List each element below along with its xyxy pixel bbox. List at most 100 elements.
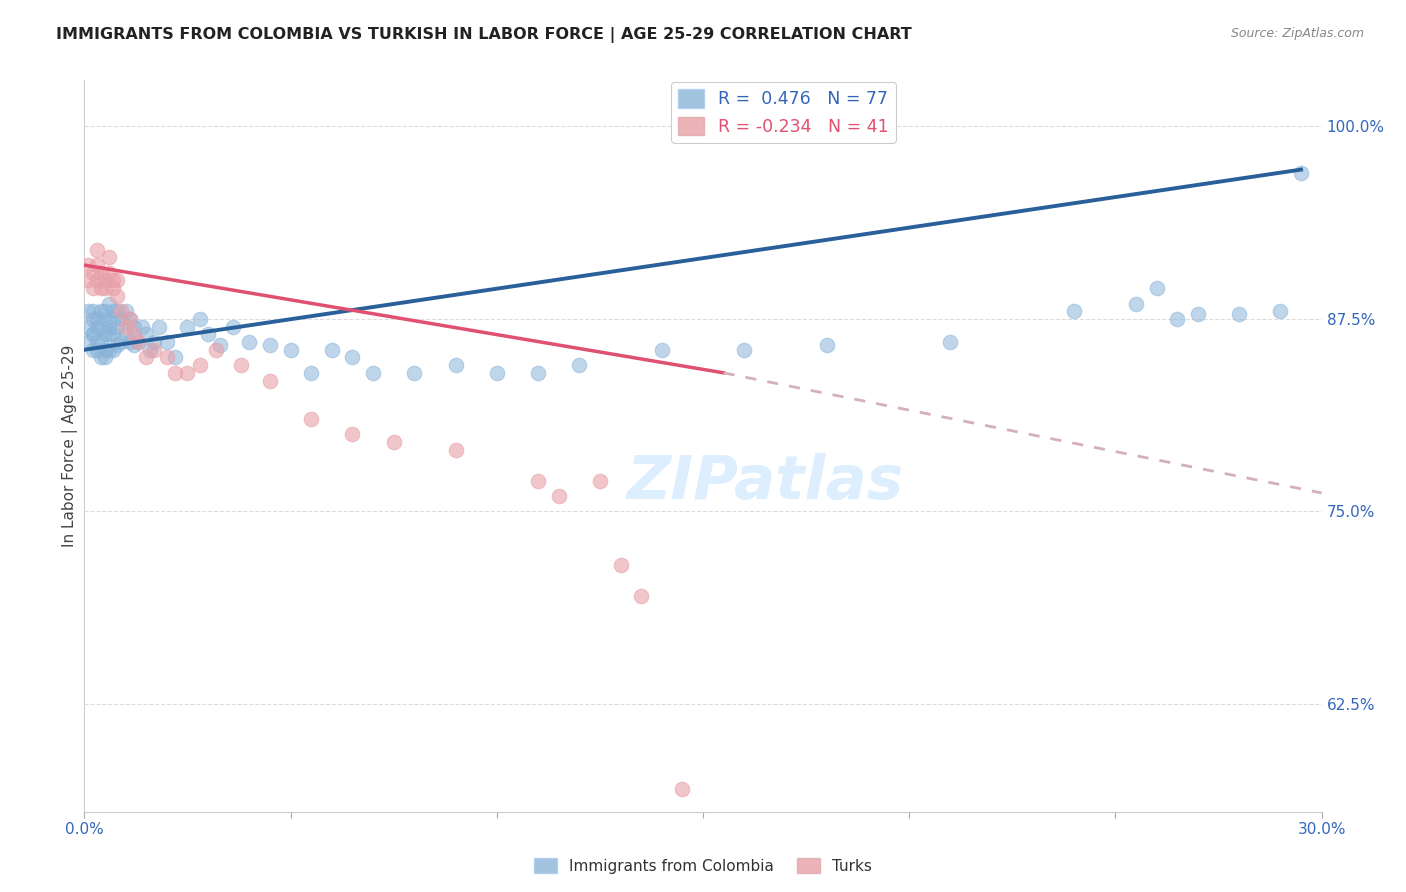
Point: [280, 343, 302, 357]
Point: [103, 273, 125, 287]
Point: [94, 351, 117, 365]
Point: [122, 338, 145, 352]
Point: [1187, 307, 1209, 321]
Point: [568, 358, 591, 372]
Legend: Immigrants from Colombia, Turks: Immigrants from Colombia, Turks: [527, 852, 879, 880]
Point: [82, 266, 104, 280]
Point: [1270, 304, 1292, 318]
Point: [589, 474, 612, 488]
Point: [118, 312, 141, 326]
Point: [94, 273, 117, 287]
Point: [1289, 166, 1312, 180]
Point: [98, 327, 121, 342]
Text: Source: ZipAtlas.com: Source: ZipAtlas.com: [1230, 27, 1364, 40]
Text: IMMIGRANTS FROM COLOMBIA VS TURKISH IN LABOR FORCE | AGE 25-29 CORRELATION CHART: IMMIGRANTS FROM COLOMBIA VS TURKISH IN L…: [56, 27, 912, 43]
Point: [103, 281, 125, 295]
Point: [90, 304, 112, 318]
Point: [205, 343, 228, 357]
Point: [86, 273, 108, 287]
Point: [609, 558, 631, 573]
Point: [404, 366, 426, 380]
Point: [105, 289, 128, 303]
Point: [127, 334, 149, 349]
Point: [209, 338, 232, 352]
Point: [135, 351, 157, 365]
Point: [105, 338, 128, 352]
Point: [131, 319, 153, 334]
Point: [94, 312, 117, 326]
Point: [485, 366, 508, 380]
Point: [527, 366, 550, 380]
Point: [361, 366, 384, 380]
Point: [82, 343, 104, 357]
Point: [98, 251, 121, 265]
Point: [90, 319, 112, 334]
Point: [114, 327, 136, 342]
Point: [90, 266, 112, 280]
Point: [82, 312, 104, 326]
Point: [90, 281, 112, 295]
Point: [105, 319, 128, 334]
Point: [259, 374, 281, 388]
Point: [103, 312, 125, 326]
Point: [94, 343, 117, 357]
Point: [156, 334, 179, 349]
Point: [176, 366, 198, 380]
Point: [1227, 307, 1250, 321]
Point: [86, 343, 108, 357]
Point: [103, 304, 125, 318]
Point: [382, 435, 405, 450]
Point: [127, 334, 149, 349]
Point: [86, 319, 108, 334]
Point: [939, 334, 962, 349]
Point: [82, 281, 104, 295]
Point: [444, 358, 467, 372]
Point: [86, 243, 108, 257]
Text: ZIPatlas: ZIPatlas: [626, 453, 904, 512]
Point: [118, 312, 141, 326]
Point: [815, 338, 838, 352]
Point: [77, 304, 100, 318]
Point: [86, 312, 108, 326]
Point: [176, 319, 198, 334]
Point: [1063, 304, 1085, 318]
Point: [630, 589, 652, 603]
Point: [188, 312, 211, 326]
Point: [105, 304, 128, 318]
Point: [77, 258, 100, 272]
Point: [103, 327, 125, 342]
Point: [1125, 296, 1147, 310]
Point: [733, 343, 755, 357]
Point: [82, 327, 104, 342]
Point: [77, 334, 100, 349]
Point: [222, 319, 245, 334]
Point: [547, 489, 569, 503]
Point: [86, 334, 108, 349]
Point: [143, 334, 166, 349]
Point: [110, 312, 132, 326]
Point: [105, 273, 128, 287]
Legend: R =  0.476   N = 77, R = -0.234   N = 41: R = 0.476 N = 77, R = -0.234 N = 41: [671, 82, 896, 143]
Point: [342, 427, 364, 442]
Point: [1146, 281, 1168, 295]
Point: [98, 266, 121, 280]
Point: [122, 327, 145, 342]
Point: [342, 351, 364, 365]
Point: [444, 442, 467, 457]
Point: [135, 327, 157, 342]
Point: [94, 281, 117, 295]
Point: [77, 319, 100, 334]
Point: [299, 412, 322, 426]
Point: [197, 327, 219, 342]
Point: [110, 304, 132, 318]
Point: [321, 343, 343, 357]
Point: [98, 343, 121, 357]
Point: [94, 304, 117, 318]
Point: [671, 781, 693, 796]
Point: [118, 334, 141, 349]
Point: [156, 351, 179, 365]
Point: [110, 334, 132, 349]
Point: [229, 358, 252, 372]
Point: [77, 273, 100, 287]
Point: [114, 319, 136, 334]
